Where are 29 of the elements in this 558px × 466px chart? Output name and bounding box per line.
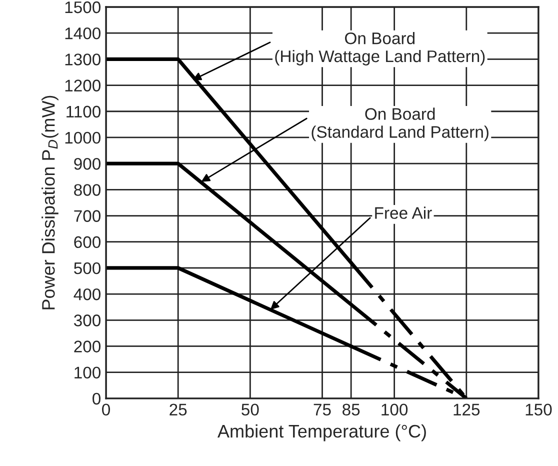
- y-tick-label: 800: [74, 184, 101, 196]
- y-tick-label: 600: [74, 236, 101, 248]
- x-tick-label: 0: [102, 404, 110, 416]
- y-tick-label: 300: [74, 314, 101, 326]
- x-tick-label: 150: [526, 404, 552, 416]
- x-tick-label: 85: [342, 404, 360, 416]
- y-tick-label: 700: [74, 210, 101, 222]
- y-tick-label: 100: [74, 366, 101, 379]
- x-axis-title: Ambient Temperature (°C): [217, 424, 426, 442]
- annotation: On Board (High Wattage Land Pattern): [275, 32, 485, 66]
- y-tick-label: 900: [74, 158, 101, 170]
- y-tick-label: 1500: [65, 1, 101, 14]
- annotation: On Board (Standard Land Pattern): [312, 108, 488, 142]
- y-tick-label: 0: [92, 392, 101, 405]
- y-tick-label: 500: [74, 262, 101, 274]
- y-tick-label: 1200: [65, 80, 101, 92]
- y-tick-label: 200: [74, 340, 101, 352]
- x-tick-label: 50: [242, 404, 259, 416]
- y-tick-label: 1000: [65, 132, 101, 144]
- y-tick-label: 400: [74, 288, 101, 300]
- annotation: Free Air: [375, 206, 432, 219]
- x-tick-label: 25: [170, 404, 187, 416]
- y-tick-label: 1300: [65, 54, 101, 66]
- x-tick-label: 75: [314, 404, 331, 416]
- y-tick-label: 1400: [65, 27, 101, 40]
- y-axis-title: Power Dissipation P$_{D}$(mW): [42, 96, 58, 310]
- y-tick-label: 1100: [66, 106, 101, 118]
- x-tick-label: 125: [454, 404, 480, 416]
- x-tick-label: 100: [382, 404, 408, 416]
